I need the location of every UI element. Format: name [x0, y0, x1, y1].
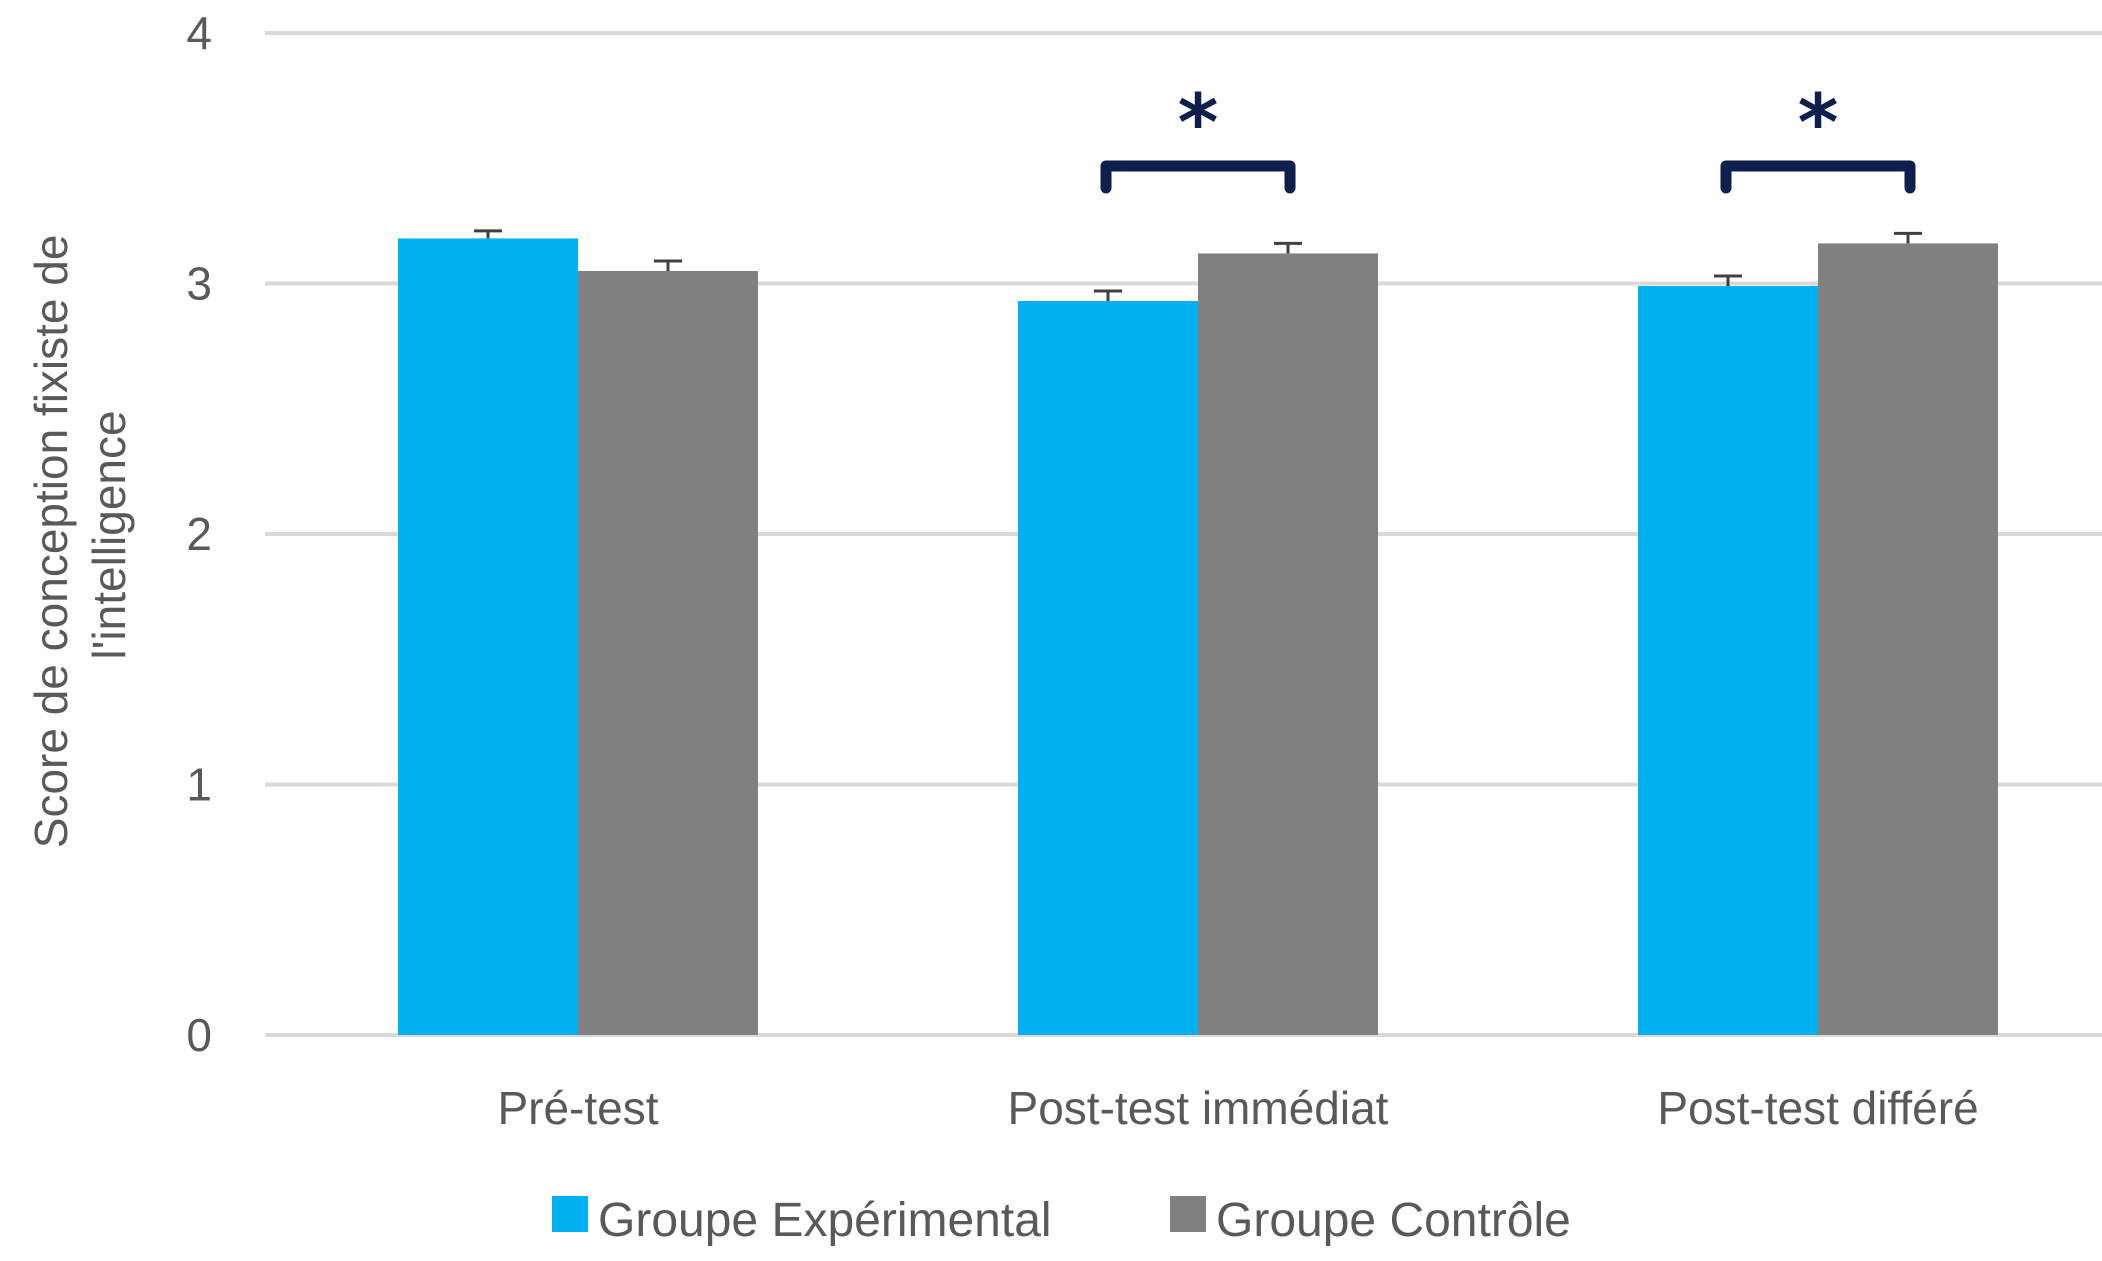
y-tick-label: 3 [186, 258, 212, 310]
x-category-label: Post-test différé [1657, 1082, 1978, 1134]
significance-star: * [1798, 79, 1839, 169]
bar [1818, 243, 1998, 1036]
significance-bracket [1720, 160, 1916, 194]
legend: Groupe Expérimental Groupe Contrôle [552, 1194, 1571, 1247]
legend-label: Groupe Expérimental [598, 1194, 1052, 1247]
y-axis-title-line-2: l'intelligence [83, 410, 135, 659]
error-bars [474, 229, 1922, 302]
x-category-label: Post-test immédiat [1008, 1082, 1389, 1134]
legend-swatch [552, 1196, 588, 1232]
bar [398, 238, 578, 1035]
bar [1198, 253, 1378, 1035]
y-tick-label: 4 [186, 7, 212, 59]
significance-markers: * * [1100, 79, 1916, 194]
legend-swatch [1170, 1196, 1206, 1232]
y-tick-label: 0 [186, 1009, 212, 1061]
y-axis-ticks: 0 1 2 3 4 [186, 7, 212, 1061]
y-axis-title-line-1: Score de conception fixiste de [25, 235, 77, 849]
y-axis-title: Score de conception fixiste de l'intelli… [25, 222, 135, 848]
bars [398, 238, 1998, 1036]
bar [1018, 301, 1198, 1035]
significance-bracket [1100, 160, 1296, 194]
bar [1638, 286, 1818, 1035]
legend-label: Groupe Contrôle [1216, 1194, 1571, 1247]
x-category-label: Pré-test [497, 1082, 658, 1134]
bar [578, 270, 758, 1036]
y-tick-label: 1 [186, 759, 212, 811]
y-tick-label: 2 [186, 508, 212, 560]
significance-star: * [1178, 79, 1219, 169]
x-axis-categories: Pré-test Post-test immédiat Post-test diff… [497, 1082, 1978, 1134]
